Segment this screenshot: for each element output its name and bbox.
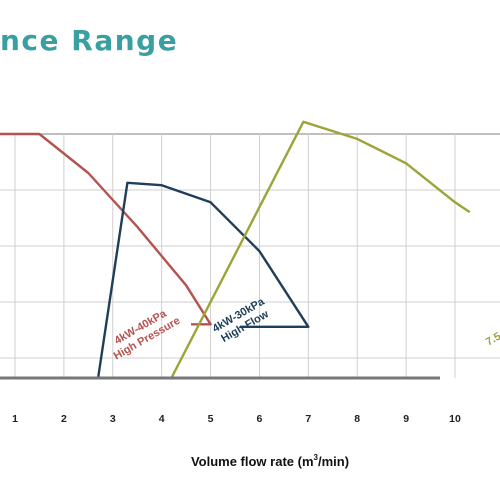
x-tick-label: 1 [12,413,18,425]
x-tick-label: 8 [354,413,360,425]
series-line-3 [107,120,471,380]
x-tick-label: 6 [257,413,263,425]
series-label-3: 7.5 [484,330,500,348]
x-tick-label: 2 [61,413,67,425]
x-axis-label-tail: /min) [318,454,349,469]
x-tick-label: 4 [159,413,165,425]
grid [0,133,500,378]
chart-title: nce Range [0,24,179,57]
x-tick-label: 9 [403,413,409,425]
x-tick-label: 3 [110,413,116,425]
x-tick-label: 5 [208,413,214,425]
series-group [0,120,471,380]
x-tick-label: 10 [449,413,461,425]
series-label-line1: 7.5 [484,330,500,348]
x-axis-label: Volume flow rate (m3/min) [191,453,349,469]
x-axis-label-main: Volume flow rate (m [191,454,314,469]
series-line-1 [0,132,212,326]
x-axis-ticks: 1 2 3 4 5 6 7 8 9 10 [12,413,461,425]
x-tick-label: 7 [305,413,311,425]
x-axis-label-superscript: 3 [314,453,319,462]
series-line-2 [0,181,310,380]
